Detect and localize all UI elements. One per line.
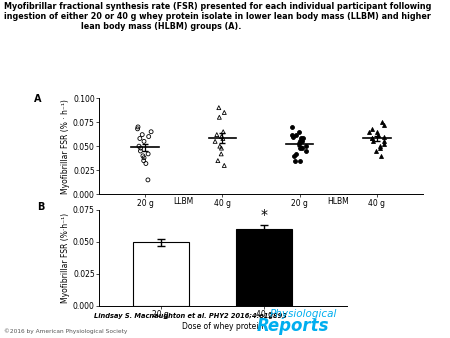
Text: lean body mass (HLBM) groups (A).: lean body mass (HLBM) groups (A). <box>81 22 241 31</box>
Point <box>220 163 228 168</box>
Point <box>297 136 305 141</box>
Point <box>380 122 387 128</box>
Y-axis label: Myofibrillar FSR (% · h⁻¹): Myofibrillar FSR (% · h⁻¹) <box>61 99 70 194</box>
Y-axis label: Myofibrillar FSR (%·h⁻¹): Myofibrillar FSR (%·h⁻¹) <box>61 213 70 303</box>
Point <box>289 134 296 139</box>
Point <box>378 153 385 159</box>
Bar <box>236 229 292 306</box>
Text: ©2016 by American Physiological Society: ©2016 by American Physiological Society <box>4 328 128 334</box>
Point <box>295 142 302 147</box>
Point <box>144 177 152 183</box>
Point <box>302 143 309 149</box>
Point <box>377 143 384 149</box>
Point <box>135 143 143 149</box>
Point <box>379 119 386 125</box>
Point <box>214 158 221 163</box>
Point <box>380 139 387 144</box>
Point <box>139 132 146 137</box>
Text: Myofibrillar fractional synthesis rate (FSR) presented for each individual parti: Myofibrillar fractional synthesis rate (… <box>4 2 432 11</box>
Point <box>288 132 296 137</box>
Point <box>365 129 373 135</box>
Point <box>369 139 377 144</box>
Point <box>372 148 379 154</box>
Bar <box>132 242 189 306</box>
Point <box>299 139 306 144</box>
Point <box>216 143 223 149</box>
Point <box>298 145 306 151</box>
Point <box>144 151 152 156</box>
Point <box>135 124 142 129</box>
Point <box>292 158 299 163</box>
Point <box>368 136 375 141</box>
Text: Lindsay S. Macnaughton et al. PHY2 2016;4:e12893: Lindsay S. Macnaughton et al. PHY2 2016;… <box>94 313 288 319</box>
Point <box>295 129 302 135</box>
Point <box>376 145 383 151</box>
Point <box>218 145 225 151</box>
Point <box>145 134 152 139</box>
Text: A: A <box>34 94 42 104</box>
Point <box>216 115 223 120</box>
Point <box>380 134 387 139</box>
Point <box>296 145 303 151</box>
Text: Reports: Reports <box>256 317 329 335</box>
Text: Physiological: Physiological <box>270 309 338 319</box>
Point <box>137 148 144 154</box>
Text: HLBM: HLBM <box>327 197 349 206</box>
Text: LLBM: LLBM <box>174 197 194 206</box>
Point <box>142 161 149 166</box>
Point <box>213 132 220 137</box>
Point <box>140 139 148 144</box>
Text: *: * <box>261 208 267 222</box>
Point <box>220 110 228 115</box>
Point <box>381 142 388 147</box>
Point <box>369 126 376 131</box>
Text: ingestion of either 20 or 40 g whey protein isolate in lower lean body mass (LLB: ingestion of either 20 or 40 g whey prot… <box>4 12 432 21</box>
Point <box>297 139 304 144</box>
Point <box>219 136 226 141</box>
Point <box>140 153 147 159</box>
Point <box>134 126 141 131</box>
Point <box>297 158 304 163</box>
Point <box>212 139 219 144</box>
Point <box>369 136 376 141</box>
Point <box>374 132 382 137</box>
Point <box>148 129 155 135</box>
Point <box>292 151 300 156</box>
Text: B: B <box>37 202 45 212</box>
Point <box>289 124 296 129</box>
Point <box>215 105 222 111</box>
Point <box>140 158 147 163</box>
Point <box>137 145 144 151</box>
Point <box>293 132 300 137</box>
Point <box>302 148 309 154</box>
Point <box>374 129 381 135</box>
Point <box>299 136 306 141</box>
Point <box>290 153 297 159</box>
Point <box>218 151 225 156</box>
Point <box>218 134 225 139</box>
X-axis label: Dose of whey protein: Dose of whey protein <box>182 322 263 331</box>
Point <box>220 129 227 135</box>
Point <box>136 136 144 141</box>
Point <box>140 155 148 161</box>
